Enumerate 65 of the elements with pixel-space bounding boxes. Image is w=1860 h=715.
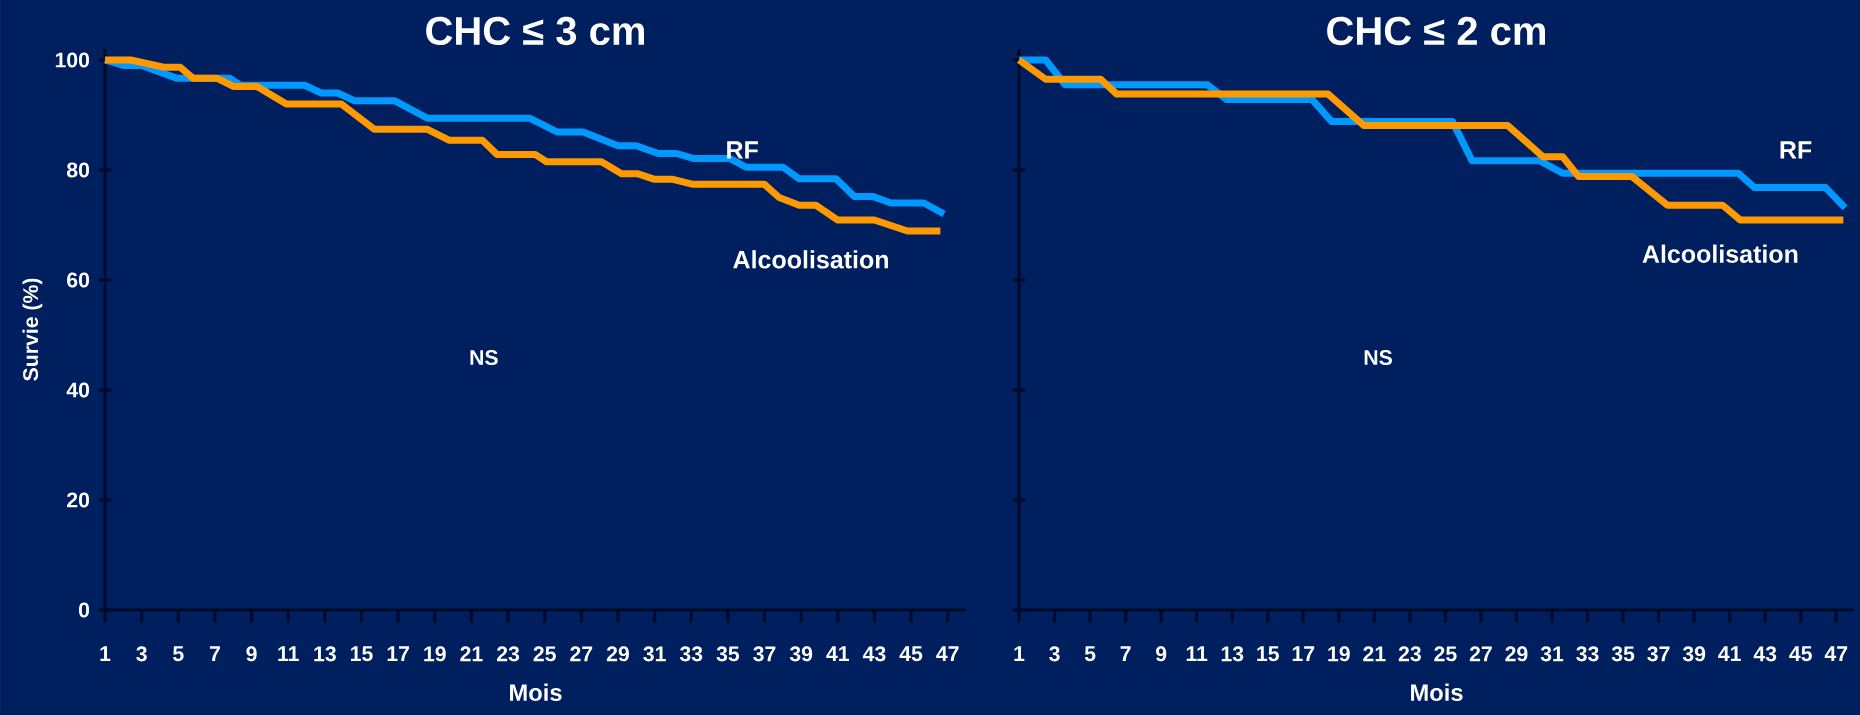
x-tick-label: 17 [387, 646, 410, 661]
x-tick-label: 17 [1292, 646, 1315, 661]
x-tick-label: 23 [1398, 646, 1421, 662]
x-tick-label: 43 [1753, 646, 1777, 662]
x-tick-label: 15 [1257, 646, 1279, 662]
x-tick-label: 7 [1120, 646, 1131, 661]
x-tick-label: 21 [1363, 646, 1386, 662]
x-tick-label: 1 [100, 646, 111, 661]
annotation: NS [470, 350, 498, 366]
y-tick-label: 40 [66, 382, 90, 398]
y-tick-label: 20 [67, 492, 90, 508]
x-tick-label: 33 [679, 646, 703, 662]
x-tick-label: 37 [1647, 646, 1670, 662]
y-tick-label: 60 [67, 272, 90, 288]
x-tick-label: 27 [1469, 646, 1492, 662]
series-label: RF [727, 141, 758, 159]
x-tick-label: 9 [246, 646, 257, 662]
y-tick-label: 100 [55, 52, 90, 68]
x-tick-label: 3 [1049, 646, 1060, 662]
x-tick-label: 35 [1611, 646, 1635, 662]
x-tick-label: 5 [173, 646, 184, 662]
annotation: NS [1364, 350, 1392, 366]
x-tick-label: 35 [716, 646, 740, 662]
x-tick-label: 3 [136, 646, 147, 662]
x-tick-label: 37 [753, 646, 776, 662]
x-tick-label: 41 [826, 646, 849, 661]
x-tick-label: 29 [1505, 646, 1528, 662]
x-axis-title: Mois [510, 683, 562, 701]
y-tick-label: 80 [66, 162, 90, 178]
y-tick-label: 0 [78, 602, 90, 618]
x-tick-label: 47 [1824, 646, 1848, 661]
x-tick-label: 13 [1221, 646, 1244, 662]
x-tick-label: 45 [899, 646, 923, 662]
x-tick-label: 43 [862, 646, 886, 662]
chart-title: CHC ≤ 3 cm [426, 16, 644, 46]
x-tick-label: 7 [209, 646, 220, 661]
series-label: RF [1780, 141, 1812, 159]
x-tick-label: 9 [1155, 646, 1167, 662]
x-tick-label: 31 [1540, 646, 1564, 662]
series-label: Alcoolisation [733, 250, 888, 269]
x-tick-label: 41 [1718, 646, 1741, 661]
x-tick-label: 15 [350, 646, 373, 662]
x-tick-label: 39 [1682, 646, 1706, 662]
x-tick-label: 29 [606, 646, 629, 662]
x-tick-label: 19 [424, 646, 446, 662]
y-axis-title: Survie (%) [22, 278, 43, 381]
x-tick-label: 13 [314, 646, 336, 662]
x-axis-title: Mois [1411, 683, 1463, 701]
x-tick-label: 11 [1186, 646, 1208, 661]
x-tick-label: 33 [1576, 646, 1599, 662]
x-tick-label: 25 [533, 646, 556, 662]
x-tick-label: 31 [643, 646, 666, 662]
x-tick-label: 47 [936, 646, 959, 661]
x-tick-label: 11 [278, 646, 299, 661]
x-tick-label: 5 [1084, 646, 1096, 662]
x-tick-label: 23 [496, 646, 520, 662]
x-tick-label: 27 [570, 646, 593, 662]
x-tick-label: 45 [1789, 646, 1812, 662]
series-label: Alcoolisation [1642, 244, 1798, 263]
x-tick-label: 21 [460, 646, 483, 662]
chart-title: CHC ≤ 2 cm [1327, 16, 1545, 46]
x-tick-label: 39 [789, 646, 813, 662]
x-tick-label: 25 [1434, 646, 1457, 662]
x-tick-label: 1 [1014, 646, 1025, 661]
x-tick-label: 19 [1328, 646, 1350, 662]
